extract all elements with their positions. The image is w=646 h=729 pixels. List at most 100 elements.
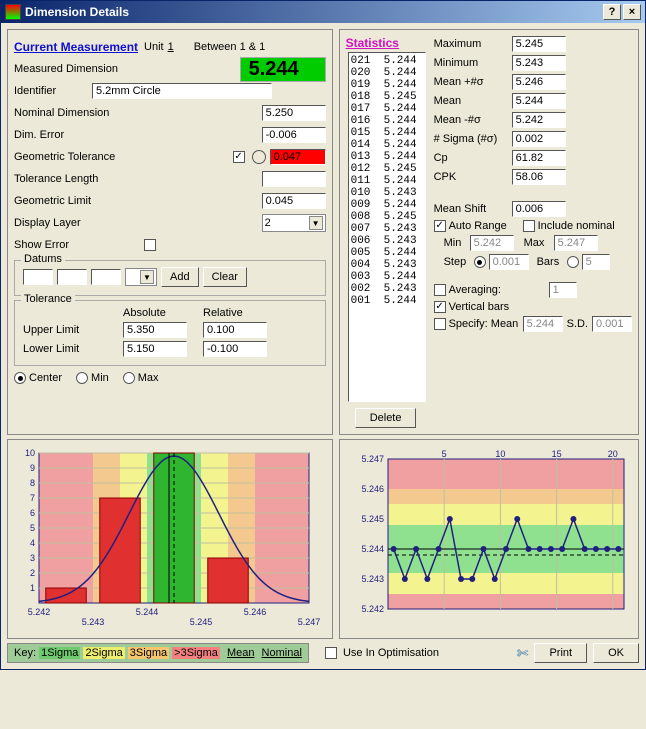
app-icon bbox=[5, 4, 21, 20]
geotol-checkbox[interactable]: ✓ bbox=[233, 151, 245, 163]
list-item[interactable]: 021 5.244 bbox=[351, 55, 423, 67]
radio-min[interactable]: Min bbox=[76, 372, 109, 384]
delete-button[interactable]: Delete bbox=[355, 408, 417, 428]
nominal-input[interactable] bbox=[262, 105, 326, 121]
list-item[interactable]: 018 5.245 bbox=[351, 91, 423, 103]
rmin-input[interactable] bbox=[470, 235, 514, 251]
step-label: Step bbox=[444, 256, 474, 268]
sd-input[interactable] bbox=[592, 316, 632, 332]
radio-max[interactable]: Max bbox=[123, 372, 159, 384]
identifier-input[interactable] bbox=[92, 83, 272, 99]
bars-radio[interactable] bbox=[567, 256, 579, 268]
list-item[interactable]: 012 5.245 bbox=[351, 163, 423, 175]
displayer-select[interactable]: 2 ▼ bbox=[262, 214, 326, 232]
statistics-panel: Statistics 021 5.244020 5.244019 5.24401… bbox=[339, 29, 639, 435]
list-item[interactable]: 008 5.245 bbox=[351, 211, 423, 223]
max-label: Maximum bbox=[434, 38, 512, 50]
list-item[interactable]: 015 5.244 bbox=[351, 127, 423, 139]
list-item[interactable]: 014 5.244 bbox=[351, 139, 423, 151]
svg-text:5.247: 5.247 bbox=[298, 617, 321, 627]
step-radio[interactable] bbox=[474, 256, 486, 268]
list-item[interactable]: 002 5.243 bbox=[351, 283, 423, 295]
specmean-input[interactable] bbox=[523, 316, 563, 332]
key-1sigma: 1Sigma bbox=[39, 647, 80, 659]
cpk-label: CPK bbox=[434, 171, 512, 183]
list-item[interactable]: 010 5.243 bbox=[351, 187, 423, 199]
svg-text:5.242: 5.242 bbox=[28, 607, 51, 617]
geotol-input[interactable] bbox=[270, 149, 326, 165]
min-input[interactable] bbox=[512, 55, 566, 71]
bars-input[interactable] bbox=[582, 254, 610, 270]
chevron-down-icon: ▼ bbox=[140, 270, 154, 284]
cp-input[interactable] bbox=[512, 150, 566, 166]
specmean-checkbox[interactable] bbox=[434, 318, 446, 330]
svg-text:9: 9 bbox=[30, 463, 35, 473]
list-item[interactable]: 007 5.243 bbox=[351, 223, 423, 235]
list-item[interactable]: 005 5.244 bbox=[351, 247, 423, 259]
svg-text:10: 10 bbox=[25, 448, 35, 458]
cm-heading: Current Measurement bbox=[14, 40, 138, 54]
useopt-checkbox[interactable] bbox=[325, 647, 337, 659]
key-nominal: Nominal bbox=[262, 647, 302, 659]
mean-input[interactable] bbox=[512, 93, 566, 109]
help-button[interactable]: ? bbox=[603, 4, 621, 20]
print-button[interactable]: Print bbox=[534, 643, 587, 663]
svg-text:5.244: 5.244 bbox=[136, 607, 159, 617]
dimerr-input[interactable] bbox=[262, 127, 326, 143]
svg-text:3: 3 bbox=[30, 553, 35, 563]
list-item[interactable]: 003 5.244 bbox=[351, 271, 423, 283]
includenom-checkbox[interactable] bbox=[523, 220, 535, 232]
svg-text:5.247: 5.247 bbox=[361, 454, 384, 464]
radio-center[interactable]: Center bbox=[14, 372, 62, 384]
autorange-checkbox[interactable]: ✓ bbox=[434, 220, 446, 232]
list-item[interactable]: 017 5.244 bbox=[351, 103, 423, 115]
list-item[interactable]: 020 5.244 bbox=[351, 67, 423, 79]
clear-button[interactable]: Clear bbox=[203, 267, 247, 287]
close-button[interactable]: × bbox=[623, 4, 641, 20]
datum-3-input[interactable] bbox=[91, 269, 121, 285]
geolimit-input[interactable] bbox=[262, 193, 326, 209]
list-item[interactable]: 004 5.243 bbox=[351, 259, 423, 271]
displayer-label: Display Layer bbox=[14, 217, 144, 229]
datum-1-input[interactable] bbox=[23, 269, 53, 285]
cpk-input[interactable] bbox=[512, 169, 566, 185]
list-item[interactable]: 019 5.244 bbox=[351, 79, 423, 91]
geotol-label: Geometric Tolerance bbox=[14, 151, 144, 163]
meanm-input[interactable] bbox=[512, 112, 566, 128]
svg-text:20: 20 bbox=[608, 449, 618, 459]
averaging-input[interactable] bbox=[549, 282, 577, 298]
datum-select[interactable]: ▼ bbox=[125, 268, 157, 286]
max-input[interactable] bbox=[512, 36, 566, 52]
averaging-checkbox[interactable] bbox=[434, 284, 446, 296]
export-icon[interactable]: ✄ bbox=[517, 645, 529, 662]
runchart: 5.242 5.243 5.244 5.245 5.246 5.247 5101… bbox=[339, 439, 639, 639]
vbars-checkbox[interactable]: ✓ bbox=[434, 301, 446, 313]
lower-rel-input[interactable] bbox=[203, 341, 267, 357]
svg-text:5: 5 bbox=[442, 449, 447, 459]
between-label: Between 1 & 1 bbox=[194, 41, 266, 53]
list-item[interactable]: 006 5.243 bbox=[351, 235, 423, 247]
ok-button[interactable]: OK bbox=[593, 643, 639, 663]
list-item[interactable]: 011 5.244 bbox=[351, 175, 423, 187]
stats-list[interactable]: 021 5.244020 5.244019 5.244018 5.245017 … bbox=[348, 52, 426, 402]
meanp-input[interactable] bbox=[512, 74, 566, 90]
list-item[interactable]: 013 5.244 bbox=[351, 151, 423, 163]
rmax-input[interactable] bbox=[554, 235, 598, 251]
nsigma-input[interactable] bbox=[512, 131, 566, 147]
meanshift-input[interactable] bbox=[512, 201, 566, 217]
list-item[interactable]: 009 5.244 bbox=[351, 199, 423, 211]
add-button[interactable]: Add bbox=[161, 267, 199, 287]
lower-abs-input[interactable] bbox=[123, 341, 187, 357]
step-input[interactable] bbox=[489, 254, 529, 270]
showerr-checkbox[interactable] bbox=[144, 239, 156, 251]
list-item[interactable]: 016 5.244 bbox=[351, 115, 423, 127]
svg-text:5.244: 5.244 bbox=[361, 544, 384, 554]
list-item[interactable]: 001 5.244 bbox=[351, 295, 423, 307]
tollen-input[interactable] bbox=[262, 171, 326, 187]
datum-2-input[interactable] bbox=[57, 269, 87, 285]
upper-rel-input[interactable] bbox=[203, 322, 267, 338]
dimerr-label: Dim. Error bbox=[14, 129, 144, 141]
svg-text:15: 15 bbox=[552, 449, 562, 459]
nominal-label: Nominal Dimension bbox=[14, 107, 144, 119]
upper-abs-input[interactable] bbox=[123, 322, 187, 338]
